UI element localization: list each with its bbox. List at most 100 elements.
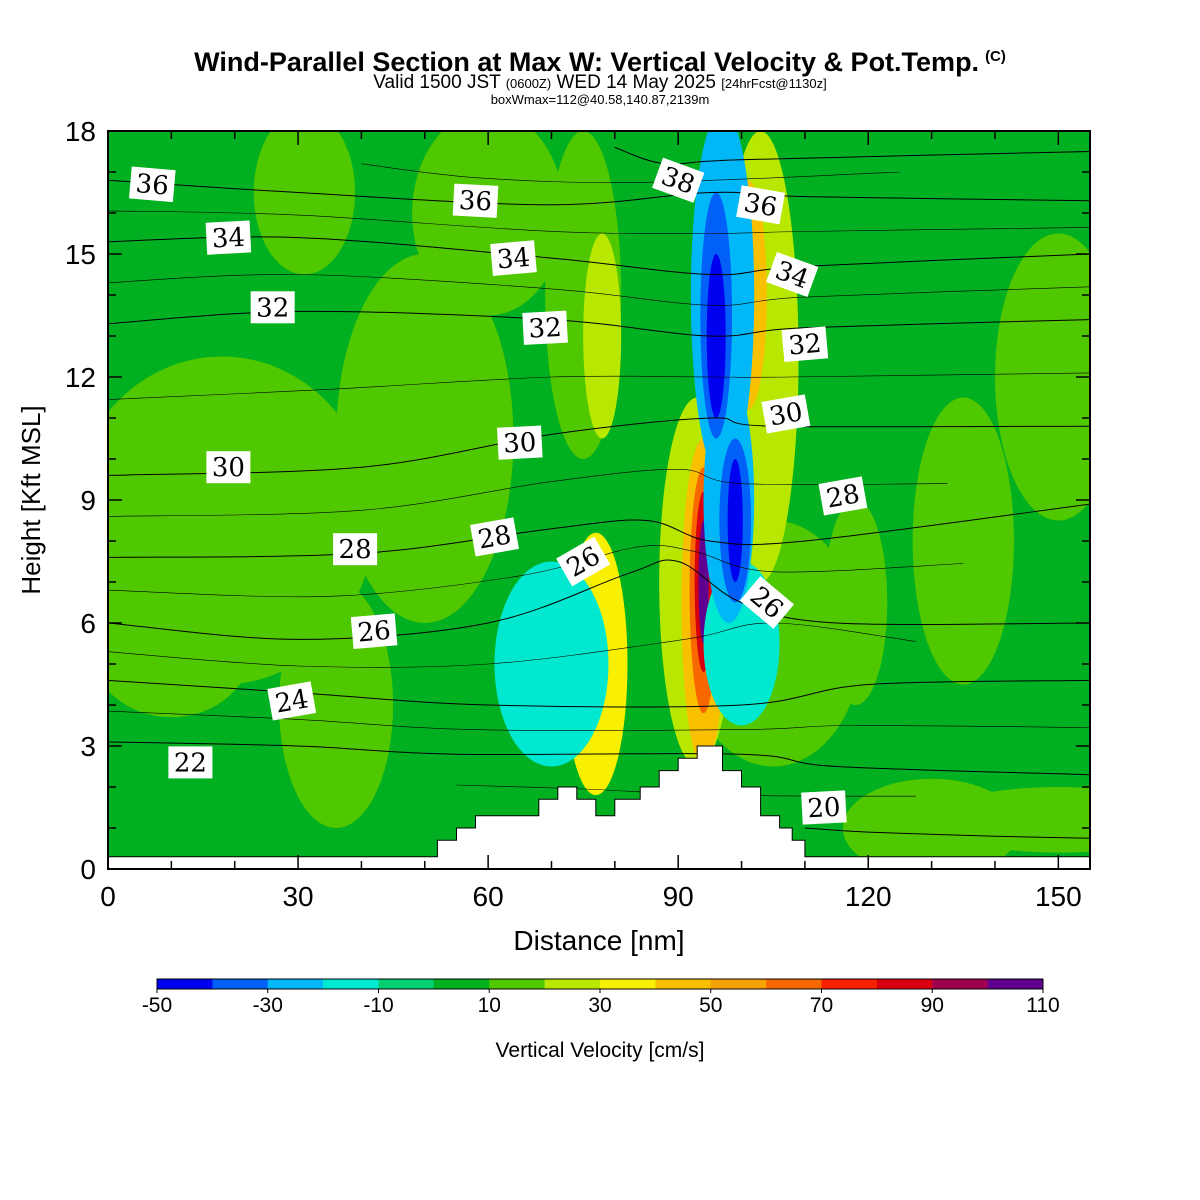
velocity-cell (494, 561, 609, 767)
theta-label: 30 (496, 425, 543, 460)
theta-label-box (818, 476, 868, 516)
y-tick-label: 9 (80, 485, 96, 516)
colorbar-tick-label: 110 (1026, 994, 1059, 1017)
theta-label-text: 34 (496, 243, 532, 276)
theta-label-text: 28 (476, 520, 514, 555)
theta-label-box (206, 451, 251, 484)
theta-label: 28 (333, 533, 378, 566)
theta-label-box (205, 220, 252, 255)
theta-label-box (490, 240, 537, 276)
theta-label-text: 28 (824, 479, 862, 514)
theta-label: 32 (781, 326, 829, 363)
colorbar-tick-label: 30 (588, 994, 611, 1017)
y-tick-label: 6 (80, 608, 96, 639)
velocity-cell (336, 254, 514, 623)
colorbar-swatch (212, 979, 269, 989)
colorbar-swatch (766, 979, 822, 989)
theta-label: 32 (250, 291, 295, 324)
theta-label-text: 28 (339, 535, 372, 565)
copyright-mark: (C) (985, 48, 1006, 65)
x-tick-label: 120 (845, 881, 892, 912)
velocity-cell (823, 500, 888, 705)
theta-label: 34 (205, 220, 252, 255)
colorbar-tick-label: -50 (142, 994, 172, 1017)
theta-label-box (736, 185, 786, 225)
theta-line-28 (108, 503, 1090, 558)
theta-label-box (761, 394, 811, 434)
theta-label-text: 24 (273, 684, 311, 719)
y-tick-label: 18 (65, 116, 96, 147)
theta-label: 20 (801, 790, 847, 825)
theta-label-box (333, 533, 378, 566)
theta-label-box (250, 291, 295, 324)
chart-title: Wind-Parallel Section at Max W: Vertical… (0, 42, 1200, 77)
colorbar-swatch (544, 979, 601, 989)
theta-label-box (522, 310, 568, 345)
colorbar-swatch (987, 979, 1044, 989)
theta-label: 24 (267, 681, 317, 721)
velocity-cell (583, 233, 622, 439)
x-tick-label: 90 (663, 881, 694, 912)
x-tick-label: 150 (1035, 881, 1082, 912)
theta-label-text: 30 (503, 428, 538, 460)
colorbar-swatch (157, 979, 213, 989)
x-tick-label: 60 (473, 881, 504, 912)
forecast-info: [24hrFcst@1130z] (721, 76, 827, 91)
y-tick-label: 12 (65, 362, 96, 393)
theta-label: 30 (761, 394, 811, 434)
theta-label: 26 (350, 613, 398, 650)
theta-label: 32 (522, 310, 568, 345)
theta-line-minor (361, 163, 900, 183)
colorbar-swatch (876, 979, 933, 989)
theta-label-box (350, 613, 398, 650)
colorbar-tick-label: 90 (921, 994, 944, 1017)
velocity-field (108, 131, 1090, 869)
theta-label-text: 20 (807, 793, 842, 825)
theta-line-20 (804, 827, 1090, 839)
colorbar-tick-label: -10 (363, 994, 393, 1017)
theta-line-minor (108, 274, 1090, 306)
colorbar-tick-label: 70 (810, 994, 833, 1017)
theta-label-text: 32 (528, 313, 563, 345)
theta-label: 34 (766, 251, 819, 298)
theta-line-36 (108, 179, 1090, 206)
theta-label-text: 34 (211, 223, 246, 255)
valid-prefix: Valid 1500 JST (373, 72, 501, 93)
theta-line-38 (614, 146, 1090, 165)
colorbar-tick-label: -30 (253, 994, 283, 1017)
theta-line-minor (108, 210, 1090, 234)
theta-label-box (267, 681, 317, 721)
theta-label-text: 22 (174, 748, 207, 778)
y-axis: 0 36 9 12 15 18 (65, 116, 1090, 885)
theta-label-box (128, 166, 176, 203)
velocity-cell (727, 459, 743, 582)
theta-label: 22 (168, 746, 213, 779)
terrain-mask (107, 745, 1091, 870)
theta-line-26 (108, 559, 1090, 640)
colorbar-tick-label: 10 (478, 994, 501, 1017)
colorbar-swatch (378, 979, 435, 989)
theta-line-minor (108, 372, 1090, 400)
x-tick-label: 0 (100, 881, 116, 912)
y-tick-label: 15 (65, 239, 96, 270)
theta-label: 36 (736, 185, 786, 225)
theta-contours (108, 146, 1090, 839)
x-tick-label: 30 (282, 881, 313, 912)
theta-label-text: 32 (256, 293, 289, 323)
colorbar-swatch (323, 979, 379, 989)
box-info: boxWmax=112@40.58,140.87,2139m (490, 92, 710, 107)
colorbar-label: Vertical Velocity [cm/s] (496, 1039, 705, 1062)
theta-label-text: 30 (212, 453, 245, 483)
title-main: Wind-Parallel Section at Max W: Vertical… (194, 47, 980, 77)
velocity-cell (994, 233, 1090, 521)
theta-label-text: 26 (356, 616, 392, 649)
y-tick-label: 0 (80, 854, 96, 885)
velocity-cell (108, 569, 254, 718)
theta-label-box (452, 183, 499, 218)
theta-label: 36 (128, 166, 176, 203)
x-axis: 0 30 60 90 120 150 (100, 131, 1082, 912)
theta-label-box (801, 790, 847, 825)
colorbar-swatch (267, 979, 324, 989)
